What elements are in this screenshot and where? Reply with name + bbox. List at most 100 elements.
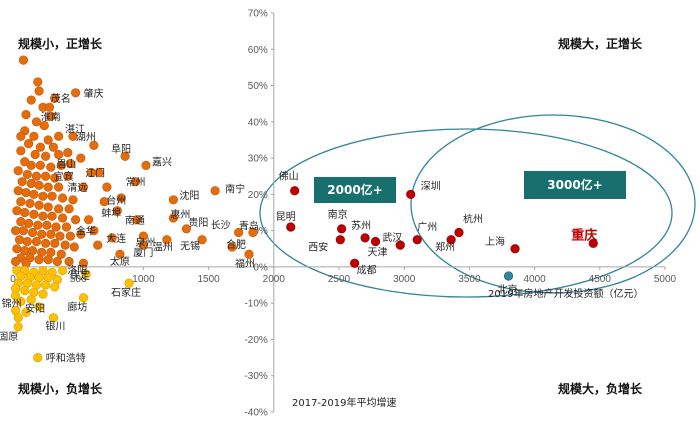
callout-2000-plus-label: 2000亿+: [327, 182, 382, 197]
data-point: [25, 198, 35, 209]
data-point: [57, 265, 68, 276]
city-label: 湛江: [65, 123, 85, 135]
data-point: [11, 291, 21, 301]
data-point: [33, 352, 43, 363]
city-label: 深圳: [421, 180, 441, 192]
city-label: 大连: [106, 232, 126, 245]
data-point: [18, 226, 29, 236]
data-point: [360, 233, 370, 243]
data-point: [40, 171, 51, 181]
data-point: [27, 227, 38, 238]
city-label: 淮南: [41, 110, 61, 123]
data-point: [35, 142, 45, 152]
data-point: [130, 177, 141, 187]
data-point: [64, 256, 74, 267]
data-point: [38, 289, 48, 299]
data-point: [290, 186, 300, 196]
quadrant-label-bottom-left: 规模小，负增长: [18, 381, 103, 396]
y-tick-label-70-: 70%: [248, 9, 268, 20]
data-point: [40, 280, 51, 290]
y-tick-label--20-: -20%: [244, 335, 267, 346]
city-label: 西安: [308, 241, 328, 254]
city-label: 常州: [126, 176, 146, 189]
data-point: [40, 238, 51, 248]
data-point: [24, 138, 34, 149]
city-label: 温州: [153, 242, 173, 254]
y-tick-label-60-: 60%: [248, 45, 268, 56]
data-point: [11, 256, 21, 267]
data-point: [335, 235, 345, 245]
data-point: [94, 168, 104, 178]
city-label: 湖州: [76, 131, 96, 143]
data-point: [18, 55, 29, 65]
callout-2000-plus: 2000亿+: [314, 177, 396, 203]
data-point: [16, 216, 26, 227]
data-point: [22, 236, 32, 247]
data-point: [395, 240, 405, 250]
city-label: 青岛: [239, 219, 259, 232]
callout-3000-plus-box: [524, 171, 626, 199]
city-label: 合肥: [226, 238, 246, 251]
data-point: [26, 294, 36, 305]
data-point: [33, 220, 43, 230]
city-label: 固原: [0, 331, 18, 343]
data-point: [13, 322, 23, 332]
callout-3000-plus-label: 3000亿+: [547, 177, 602, 192]
y-tick-label-40-: 40%: [248, 117, 268, 128]
city-label: 佛山: [279, 170, 299, 183]
data-point: [43, 202, 53, 212]
data-point: [65, 231, 75, 241]
data-point: [39, 120, 49, 131]
data-point: [337, 224, 347, 234]
data-point: [162, 235, 172, 245]
x-tick-label-1500: 1500: [197, 274, 220, 285]
y-tick-label-10-: 10%: [248, 226, 268, 237]
city-label: 廊坊: [67, 301, 87, 314]
x-tick-label-500: 500: [70, 274, 87, 285]
data-point: [588, 238, 598, 248]
city-label: 苏州: [351, 219, 371, 232]
data-point: [69, 242, 79, 252]
quadrant-label-top-right: 规模大，正增长: [558, 36, 643, 51]
city-label: 石家庄: [111, 286, 141, 299]
data-point: [68, 131, 78, 141]
data-point: [54, 131, 64, 141]
city-label: 蚌埠: [101, 207, 121, 220]
x-axis-title: 2019年房地产开发投资额（亿元）: [488, 287, 643, 300]
callout-3000-plus: 3000亿+: [524, 171, 626, 199]
data-point: [81, 269, 91, 279]
data-point: [38, 191, 48, 201]
x-tick-label-2500: 2500: [328, 274, 351, 285]
data-point: [42, 220, 52, 230]
city-label: 无锡: [180, 240, 200, 253]
data-point: [12, 206, 22, 216]
data-point: [38, 265, 48, 276]
x-tick-label-5000: 5000: [654, 274, 677, 285]
data-point: [78, 182, 89, 192]
data-point: [65, 158, 75, 169]
data-point: [503, 271, 514, 281]
data-point: [78, 293, 89, 303]
y-tick-label-0-: 0%: [253, 262, 268, 273]
city-label: 重庆: [571, 227, 597, 243]
data-point: [63, 148, 73, 158]
data-point: [286, 222, 296, 232]
axes: 0 500 1000 1500 2000 2500 3000 3500 4000 4500 5000…: [10, 9, 676, 419]
data-point: [210, 186, 220, 196]
data-point: [12, 244, 22, 254]
data-point: [248, 227, 258, 238]
data-point: [132, 215, 142, 225]
data-point: [68, 195, 78, 205]
city-label: 太原: [110, 255, 130, 268]
data-point: [29, 189, 39, 199]
quadrant-label-top-left: 规模小，正增长: [18, 36, 103, 51]
data-point: [13, 166, 23, 176]
data-point: [13, 186, 23, 196]
data-point: [56, 249, 66, 259]
data-point: [30, 149, 40, 160]
data-point: [31, 236, 42, 247]
city-label: 北京: [498, 283, 518, 296]
data-point: [16, 146, 26, 156]
